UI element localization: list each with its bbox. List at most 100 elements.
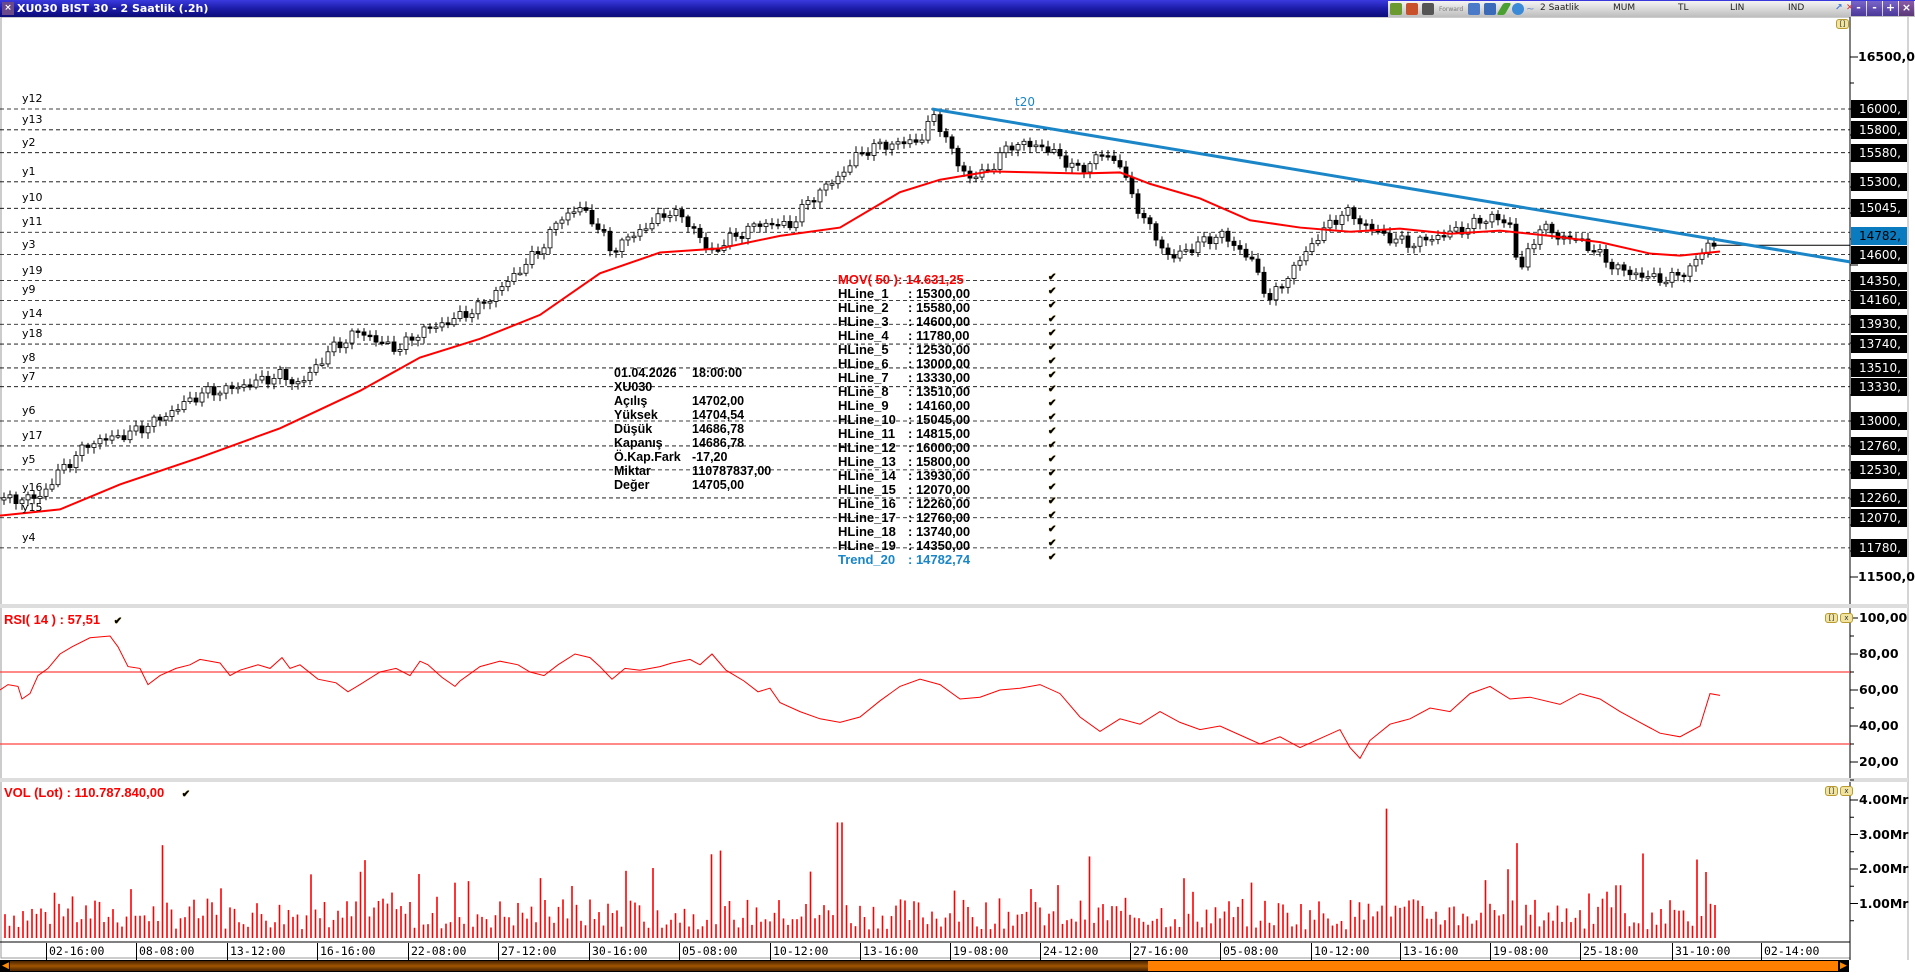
price-level-box: 12260, — [1851, 488, 1907, 507]
legend-hline[interactable]: HLine_5: 12530,00 ✔ — [838, 342, 1057, 357]
legend-hline[interactable]: HLine_11: 14815,00 ✔ — [838, 426, 1057, 441]
chart-type-selector[interactable]: MUM — [1613, 3, 1636, 13]
time-tick: 13-16:00 — [1400, 943, 1458, 960]
check-icon[interactable]: ✔ — [1048, 314, 1057, 325]
hline-label: y11 — [22, 215, 43, 229]
check-icon[interactable]: ✔ — [1048, 370, 1057, 381]
info-value: 14686,78 — [692, 422, 745, 436]
legend-hline[interactable]: HLine_8: 13510,00 ✔ — [838, 384, 1057, 399]
check-icon[interactable]: ✔ — [1048, 342, 1057, 353]
horizontal-scrollbar[interactable]: ◀ ▶ — [0, 960, 1849, 972]
hand-icon[interactable] — [1390, 3, 1402, 15]
time-tick: 13-16:00 — [860, 943, 918, 960]
legend-hline[interactable]: HLine_13: 15800,00 ✔ — [838, 454, 1057, 469]
check-icon[interactable]: ✔ — [1048, 524, 1057, 535]
check-icon[interactable]: ✔ — [1048, 398, 1057, 409]
move-icon[interactable] — [1512, 3, 1525, 15]
minimize-button[interactable]: - — [1851, 1, 1866, 16]
window-close-button[interactable]: × — [1899, 1, 1914, 16]
restore-button[interactable]: - — [1867, 1, 1882, 16]
chart-canvas[interactable] — [0, 17, 1915, 977]
legend-hline[interactable]: HLine_7: 13330,00 ✔ — [838, 370, 1057, 385]
info-date: 01.04.2026 — [614, 366, 677, 380]
hline-label: y9 — [22, 283, 36, 297]
scroll-track[interactable] — [10, 961, 1838, 971]
period-selector[interactable]: 2 Saatlik — [1540, 3, 1580, 13]
price-level-box: 15800, — [1851, 120, 1907, 139]
hline-label: y15 — [22, 500, 43, 514]
check-icon[interactable]: ✔ — [1048, 482, 1057, 493]
legend-hline[interactable]: HLine_6: 13000,00 ✔ — [838, 356, 1057, 371]
legend-hline[interactable]: HLine_2: 15580,00 ✔ — [838, 300, 1057, 315]
info-key: Ö.Kap.Fark — [614, 450, 681, 464]
scroll-left-icon[interactable]: ◀ — [2, 961, 9, 971]
price-level-box: 14782, — [1851, 226, 1907, 245]
legend-hline[interactable]: HLine_10: 15045,00 ✔ — [838, 412, 1057, 427]
legend-hline[interactable]: HLine_19: 14350,00 ✔ — [838, 538, 1057, 553]
legend-hline[interactable]: HLine_12: 16000,00 ✔ — [838, 440, 1057, 455]
check-icon[interactable]: ✔ — [1048, 328, 1057, 339]
forward-button[interactable]: Forward — [1439, 5, 1464, 13]
panel-collapse-icon[interactable]: [] — [1825, 786, 1838, 796]
check-icon[interactable]: ✔ — [1048, 426, 1057, 437]
tools-icon[interactable]: ✕ — [1846, 3, 1854, 13]
scale-selector[interactable]: LIN — [1730, 3, 1745, 13]
time-tick: 19-08:00 — [1490, 943, 1548, 960]
price-level-box: 15580, — [1851, 143, 1907, 162]
crosshair-icon[interactable] — [1406, 3, 1418, 15]
legend-hline[interactable]: HLine_16: 12260,00 ✔ — [838, 496, 1057, 511]
chart-icon[interactable] — [1484, 3, 1497, 15]
check-icon[interactable]: ✔ — [1048, 300, 1057, 311]
check-icon[interactable]: ✔ — [1048, 496, 1057, 507]
info-key: Açılış — [614, 394, 648, 408]
hline-label: y6 — [22, 404, 36, 417]
currency-selector[interactable]: TL — [1678, 3, 1689, 13]
info-row: Miktar 110787837,00 — [614, 464, 771, 478]
price-level-box: 16000, — [1851, 100, 1907, 118]
check-icon[interactable]: ✔ — [1048, 552, 1057, 563]
check-icon[interactable]: ✔ — [1048, 440, 1057, 451]
volume-label: VOL (Lot) : 110.787.840,00 ✔ — [4, 785, 191, 800]
scroll-thumb[interactable] — [1148, 961, 1838, 971]
panel-close-icon[interactable]: x — [1840, 613, 1853, 623]
panel-close-icon[interactable]: x — [1840, 786, 1853, 796]
check-icon[interactable]: ✔ — [1048, 412, 1057, 423]
legend-trend[interactable]: Trend_20: 14782,74 ✔ — [838, 552, 1057, 567]
legend-hline[interactable]: HLine_1: 15300,00 ✔ — [838, 286, 1057, 301]
panel-collapse-icon[interactable]: [] — [1825, 613, 1838, 623]
legend-hline[interactable]: HLine_9: 14160,00 ✔ — [838, 398, 1057, 413]
legend-hline[interactable]: HLine_18: 13740,00 ✔ — [838, 524, 1057, 539]
legend-hline[interactable]: HLine_15: 12070,00 ✔ — [838, 482, 1057, 497]
check-icon[interactable]: ✔ — [1048, 510, 1057, 521]
window-icon[interactable] — [1422, 3, 1434, 15]
check-icon[interactable]: ✔ — [1047, 272, 1057, 283]
pencil-icon[interactable] — [1496, 3, 1512, 15]
legend-hline[interactable]: HLine_17: 12760,00 ✔ — [838, 510, 1057, 525]
maximize-button[interactable]: + — [1883, 1, 1898, 16]
check-icon[interactable]: ✔ — [1048, 468, 1057, 479]
legend-mov[interactable]: MOV( 50 ): 14.631,25 ✔ — [838, 272, 1057, 287]
legend-hline[interactable]: HLine_14: 13930,00 ✔ — [838, 468, 1057, 483]
grid-icon[interactable] — [1468, 3, 1481, 15]
info-row: Açılış 14702,00 — [614, 394, 771, 408]
info-row: Ö.Kap.Fark -17,20 — [614, 450, 771, 464]
check-icon[interactable]: ✔ — [1048, 356, 1057, 367]
close-icon[interactable]: × — [2, 2, 14, 15]
check-icon[interactable]: ✔ — [113, 616, 123, 627]
indicator-selector[interactable]: IND — [1788, 3, 1805, 13]
time-tick: 30-16:00 — [589, 943, 647, 960]
hline-label: y1 — [22, 164, 36, 178]
check-icon[interactable]: ✔ — [1048, 454, 1057, 465]
price-level-box: 14160, — [1851, 291, 1907, 310]
panel-collapse-icon[interactable]: [] — [1836, 19, 1849, 29]
wave-icon[interactable]: ~ — [1526, 3, 1535, 15]
legend-hline[interactable]: HLine_3: 14600,00 ✔ — [838, 314, 1057, 329]
scroll-right-icon[interactable]: ▶ — [1840, 961, 1847, 971]
check-icon[interactable]: ✔ — [1048, 286, 1057, 297]
arrow-icon[interactable]: ↗ — [1835, 3, 1843, 13]
check-icon[interactable]: ✔ — [181, 789, 191, 800]
info-value: 14704,54 — [692, 408, 745, 422]
check-icon[interactable]: ✔ — [1048, 384, 1057, 395]
legend-hline[interactable]: HLine_4: 11780,00 ✔ — [838, 328, 1057, 343]
check-icon[interactable]: ✔ — [1048, 538, 1057, 549]
